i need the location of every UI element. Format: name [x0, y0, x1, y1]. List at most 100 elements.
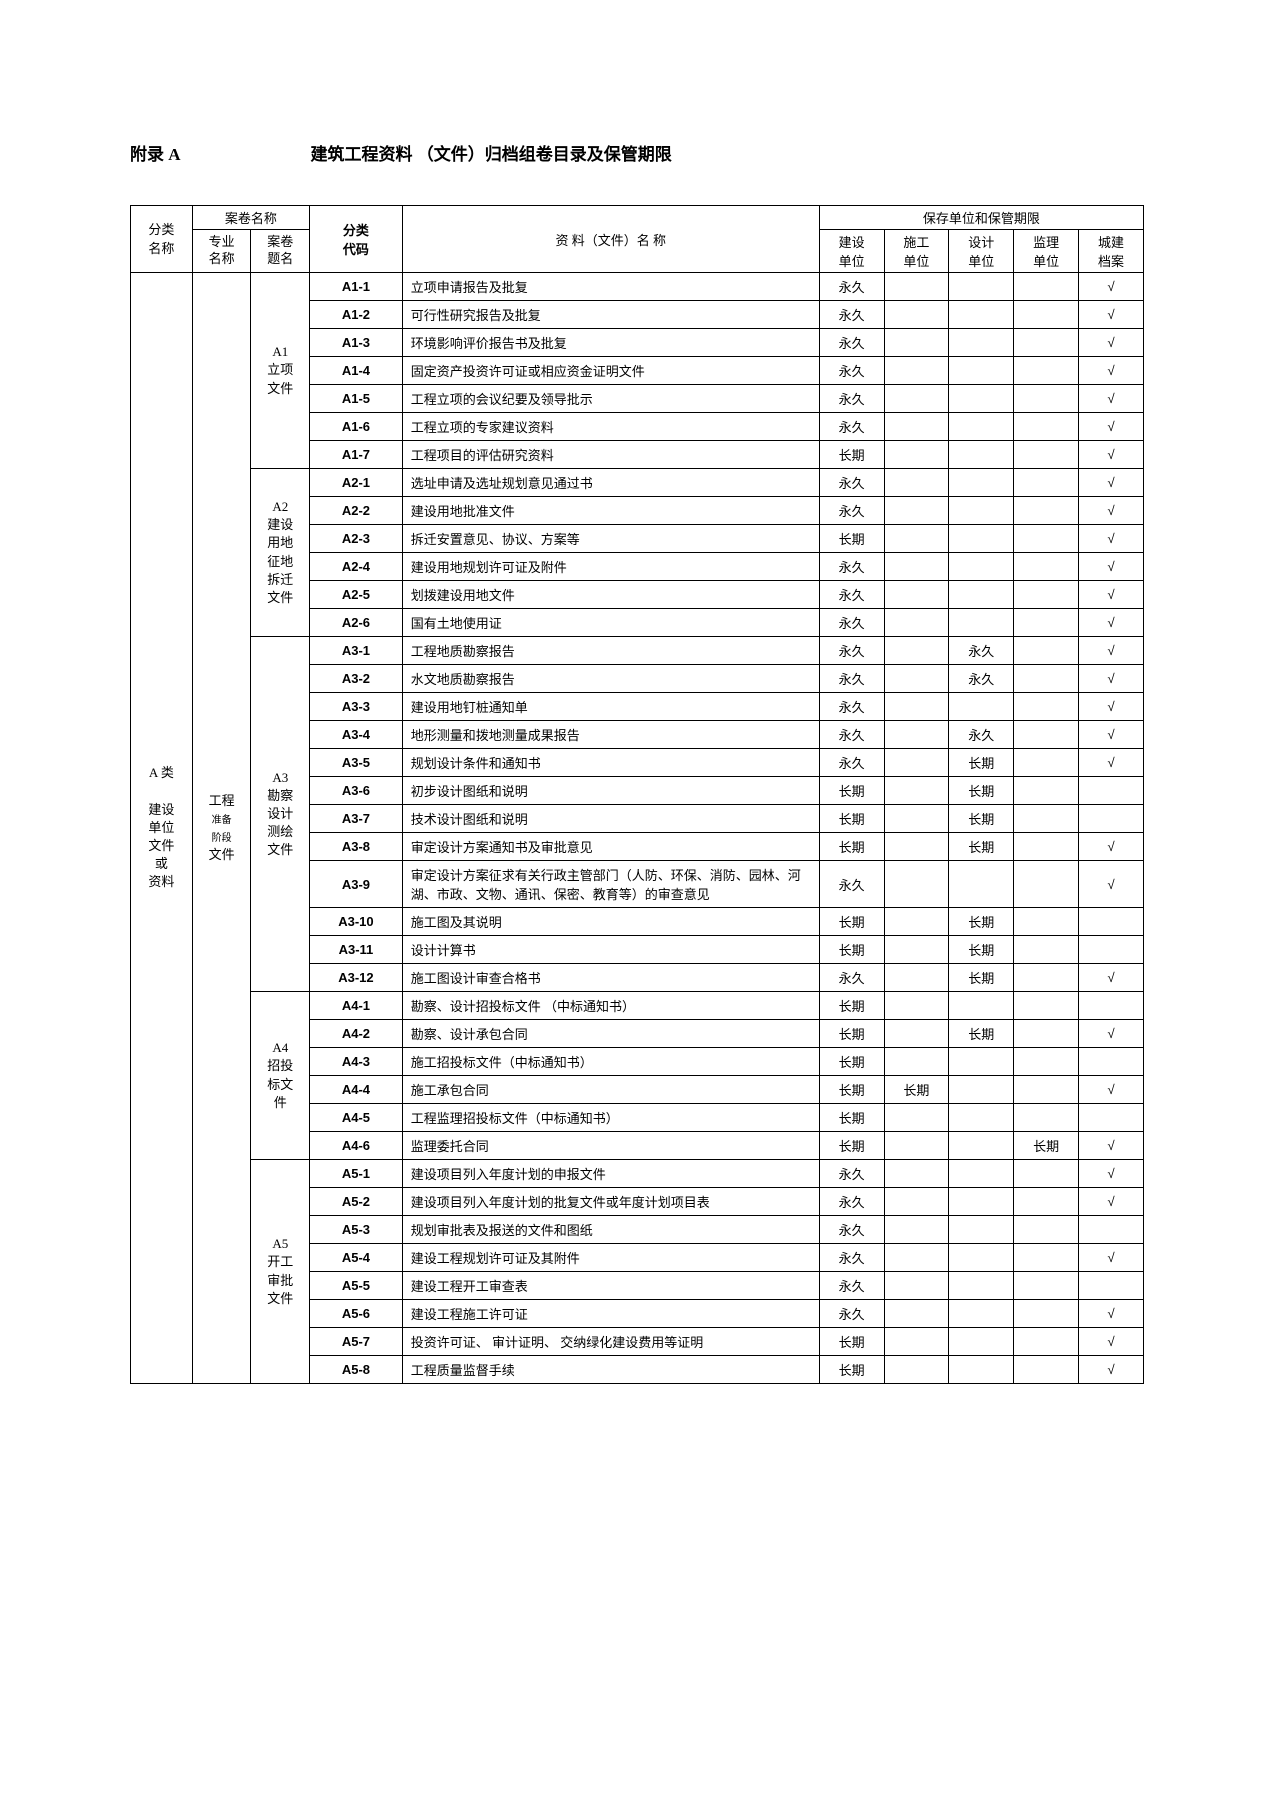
code-cell: A3-3	[310, 693, 403, 721]
unit-cell	[884, 357, 949, 385]
unit-cell	[1014, 833, 1079, 861]
code-cell: A4-1	[310, 992, 403, 1020]
code-cell: A2-4	[310, 553, 403, 581]
unit-cell: √	[1079, 329, 1144, 357]
unit-cell	[884, 1356, 949, 1384]
code-cell: A5-7	[310, 1328, 403, 1356]
unit-cell: 永久	[819, 1216, 884, 1244]
unit-cell: √	[1079, 1160, 1144, 1188]
table-row: A3勘察设计测绘文件A3-1工程地质勘察报告永久永久√	[131, 637, 1144, 665]
unit-cell: √	[1079, 665, 1144, 693]
unit-cell	[1014, 1076, 1079, 1104]
code-cell: A5-1	[310, 1160, 403, 1188]
unit-cell	[949, 1272, 1014, 1300]
appendix-label: 附录 A	[130, 140, 181, 165]
prof-cell: 工程准备阶段文件	[192, 273, 251, 1384]
unit-cell: √	[1079, 357, 1144, 385]
unit-cell: 永久	[819, 1160, 884, 1188]
unit-cell: 长期	[949, 908, 1014, 936]
unit-cell	[1014, 525, 1079, 553]
code-cell: A5-5	[310, 1272, 403, 1300]
unit-cell	[884, 1020, 949, 1048]
th-prof: 专业名称	[192, 230, 251, 273]
unit-cell	[884, 469, 949, 497]
name-cell: 规划设计条件和通知书	[402, 749, 819, 777]
code-cell: A2-2	[310, 497, 403, 525]
unit-cell	[884, 329, 949, 357]
name-cell: 施工图设计审查合格书	[402, 964, 819, 992]
unit-cell: 永久	[819, 964, 884, 992]
unit-cell	[1014, 805, 1079, 833]
code-cell: A1-7	[310, 441, 403, 469]
table-row: A2建设用地征地拆迁文件A2-1选址申请及选址规划意见通过书永久√	[131, 469, 1144, 497]
name-cell: 勘察、设计承包合同	[402, 1020, 819, 1048]
unit-cell	[1014, 637, 1079, 665]
unit-cell	[1014, 1216, 1079, 1244]
unit-cell: √	[1079, 441, 1144, 469]
unit-cell	[884, 1048, 949, 1076]
unit-cell	[949, 525, 1014, 553]
name-cell: 施工招投标文件（中标通知书）	[402, 1048, 819, 1076]
unit-cell: √	[1079, 1076, 1144, 1104]
unit-cell	[884, 665, 949, 693]
code-cell: A2-6	[310, 609, 403, 637]
page-title: 建筑工程资料 （文件）归档组卷目录及保管期限	[311, 140, 672, 165]
archive-table: 分类名称 案卷名称 分类代码 资 料（文件）名 称 保存单位和保管期限 专业名称…	[130, 205, 1144, 1384]
unit-cell: √	[1079, 469, 1144, 497]
group-cell: A3勘察设计测绘文件	[251, 637, 310, 992]
th-unit-4: 城建档案	[1079, 230, 1144, 273]
unit-cell: √	[1079, 1356, 1144, 1384]
name-cell: 水文地质勘察报告	[402, 665, 819, 693]
name-cell: 工程质量监督手续	[402, 1356, 819, 1384]
unit-cell	[884, 1244, 949, 1272]
unit-cell: √	[1079, 1328, 1144, 1356]
unit-cell	[884, 1104, 949, 1132]
code-cell: A3-10	[310, 908, 403, 936]
unit-cell: 长期	[819, 1328, 884, 1356]
name-cell: 拆迁安置意见、协议、方案等	[402, 525, 819, 553]
unit-cell	[1014, 441, 1079, 469]
th-docname: 资 料（文件）名 称	[402, 206, 819, 273]
unit-cell: 长期	[819, 936, 884, 964]
unit-cell	[884, 908, 949, 936]
unit-cell: 永久	[819, 553, 884, 581]
unit-cell: 永久	[819, 1272, 884, 1300]
unit-cell	[884, 553, 949, 581]
group-cell: A4招投标文件	[251, 992, 310, 1160]
code-cell: A3-5	[310, 749, 403, 777]
name-cell: 立项申请报告及批复	[402, 273, 819, 301]
unit-cell	[1014, 1020, 1079, 1048]
unit-cell	[949, 413, 1014, 441]
unit-cell: √	[1079, 1188, 1144, 1216]
name-cell: 工程项目的评估研究资料	[402, 441, 819, 469]
unit-cell	[884, 721, 949, 749]
unit-cell: 长期	[819, 992, 884, 1020]
unit-cell	[884, 497, 949, 525]
unit-cell: 永久	[819, 609, 884, 637]
unit-cell	[1014, 581, 1079, 609]
unit-cell	[884, 301, 949, 329]
name-cell: 建设工程开工审查表	[402, 1272, 819, 1300]
th-unit-1: 施工单位	[884, 230, 949, 273]
unit-cell: 长期	[819, 1048, 884, 1076]
unit-cell	[884, 1160, 949, 1188]
unit-cell	[949, 1216, 1014, 1244]
unit-cell	[949, 273, 1014, 301]
unit-cell: 永久	[819, 749, 884, 777]
unit-cell	[884, 1132, 949, 1160]
code-cell: A2-3	[310, 525, 403, 553]
unit-cell	[884, 1272, 949, 1300]
unit-cell: 长期	[949, 1020, 1014, 1048]
unit-cell: 永久	[949, 637, 1014, 665]
unit-cell: √	[1079, 1132, 1144, 1160]
unit-cell: √	[1079, 413, 1144, 441]
unit-cell: √	[1079, 637, 1144, 665]
unit-cell	[1079, 992, 1144, 1020]
unit-cell	[884, 609, 949, 637]
name-cell: 审定设计方案征求有关行政主管部门（人防、环保、消防、园林、河湖、市政、文物、通讯…	[402, 861, 819, 908]
table-row: A4招投标文件A4-1勘察、设计招投标文件 （中标通知书）长期	[131, 992, 1144, 1020]
code-cell: A4-3	[310, 1048, 403, 1076]
th-topic: 案卷题名	[251, 230, 310, 273]
code-cell: A3-4	[310, 721, 403, 749]
code-cell: A2-5	[310, 581, 403, 609]
